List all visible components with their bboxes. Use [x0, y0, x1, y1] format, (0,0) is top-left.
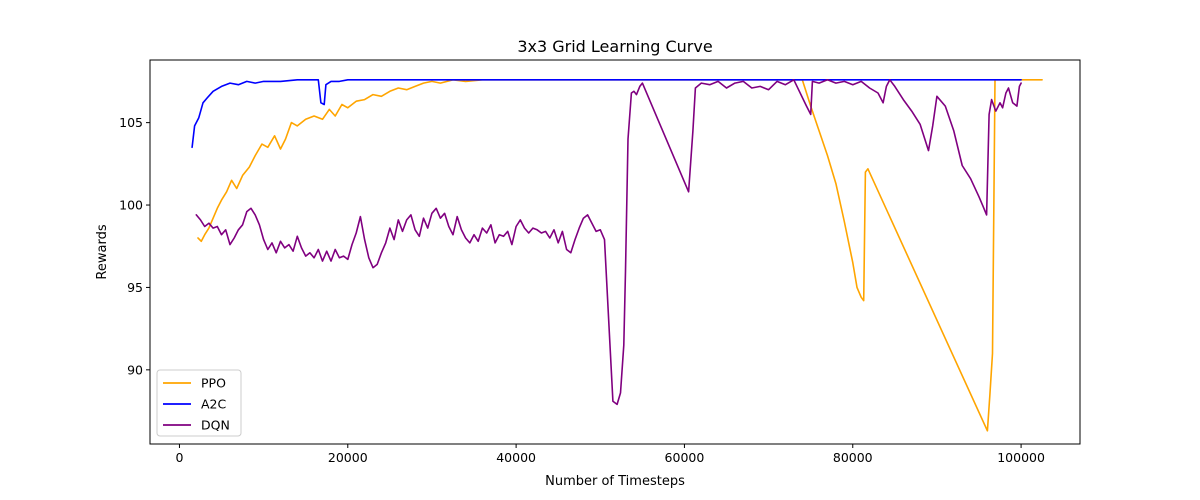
legend-label-ppo: PPO: [201, 376, 226, 391]
legend-box: [156, 369, 242, 437]
legend-label-a2c: A2C: [201, 397, 227, 412]
x-tick-label: 100000: [997, 450, 1045, 465]
x-axis: 0 20000 40000 60000 80000 100000: [175, 444, 1045, 465]
x-tick-label: 60000: [665, 450, 705, 465]
y-tick-label: 100: [119, 198, 143, 213]
legend: PPO A2C DQN: [156, 369, 242, 437]
y-axis: 90 95 100 105: [119, 115, 150, 377]
x-tick-label: 0: [175, 450, 183, 465]
series-line-ppo: [197, 79, 1043, 432]
chart-title: 3x3 Grid Learning Curve: [517, 37, 712, 56]
y-tick-label: 105: [119, 115, 143, 130]
y-axis-label: Rewards: [95, 224, 110, 279]
x-tick-label: 40000: [496, 450, 536, 465]
y-tick-label: 95: [127, 280, 143, 295]
x-tick-label: 80000: [833, 450, 873, 465]
y-tick-label: 90: [127, 362, 143, 377]
x-tick-label: 20000: [328, 450, 368, 465]
x-axis-label: Number of Timesteps: [545, 474, 685, 489]
series-line-dqn: [195, 79, 1022, 406]
series-layer: [191, 79, 1043, 432]
legend-label-dqn: DQN: [201, 418, 230, 433]
plot-frame: [149, 59, 1081, 445]
series-line-a2c: [191, 79, 1022, 149]
